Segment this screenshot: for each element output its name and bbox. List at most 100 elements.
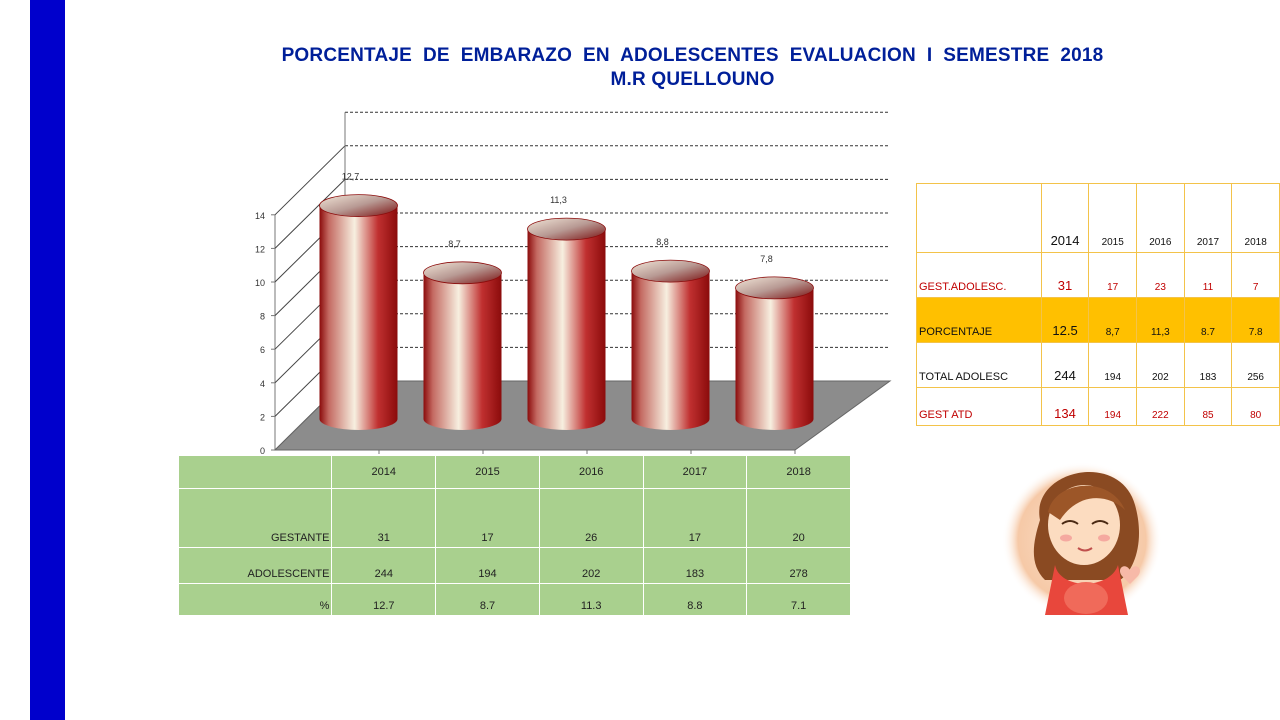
table-cell: 12.5 [1040,297,1090,343]
row-label: PORCENTAJE [916,297,1042,343]
table-cell: 11.3 [538,583,644,616]
y-tick-label: 8 [260,312,265,322]
table-cell: 134 [1040,387,1090,426]
table-cell: 194 [1088,342,1138,388]
right-table-header-row: 2014 2015 2016 2017 2018 [916,183,1280,253]
bottom-header-2017: 2017 [642,455,748,489]
bar-body [423,272,502,430]
table-cell: 183 [1183,342,1233,388]
table-cell: 85 [1183,387,1233,426]
data-label: 7,8 [760,254,773,264]
bottom-table-row-percent: % 12.7 8.7 11.3 8.8 7.1 [177,583,851,616]
right-header-2018: 2018 [1231,183,1280,253]
table-cell: 12.7 [331,583,437,616]
y-tick-label: 6 [260,345,265,355]
chart-bars [319,194,814,430]
row-label: GESTANTE [177,488,333,548]
data-label: 11,3 [550,195,567,205]
table-cell: 183 [642,547,748,584]
right-header-2015: 2015 [1088,183,1138,253]
table-cell: 23 [1136,252,1185,298]
table-cell: 17 [1088,252,1138,298]
table-cell: 256 [1231,342,1280,388]
y-tick-label: 14 [255,211,265,221]
table-cell: 8.7 [435,583,540,616]
table-cell: 222 [1136,387,1185,426]
bar [423,261,502,430]
gridline-diagonal [274,179,346,249]
right-table-row-porcentaje: PORCENTAJE 12.5 8,7 11,3 8.7 7.8 [916,297,1280,343]
bottom-header-2016: 2016 [538,455,644,489]
bar-top [631,259,710,283]
data-label: 8,7 [448,239,461,249]
table-cell: 194 [1088,387,1138,426]
table-cell: 244 [331,547,437,584]
table-cell: 7.8 [1231,297,1280,343]
bar-top [423,261,502,285]
table-cell: 31 [1040,252,1090,298]
y-tick-label: 12 [255,244,265,254]
chart-labels: 0 2 4 6 8 10 12 14 12,7 8,7 11,3 8,8 7,8 [255,172,773,456]
bar-top [319,194,398,217]
table-cell: 8.8 [642,583,748,616]
row-label: GEST.ADOLESC. [916,252,1042,298]
bar-body [631,271,710,430]
bar [631,259,710,430]
bottom-header-2018: 2018 [746,455,851,489]
right-table-row-total-adolesc: TOTAL ADOLESC 244 194 202 183 256 [916,342,1280,388]
bar [319,194,398,430]
bottom-header-2015: 2015 [435,455,540,489]
row-label: GEST ATD [916,387,1042,426]
table-cell: 8.7 [1183,297,1233,343]
table-cell: 11,3 [1136,297,1185,343]
table-cell: 17 [435,488,540,548]
bar-top [527,217,606,241]
table-cell: 7 [1231,252,1280,298]
table-cell: 202 [538,547,644,584]
bottom-table-row-adolescente: ADOLESCENTE 244 194 202 183 278 [177,547,851,584]
table-cell: 8,7 [1088,297,1138,343]
girl-illustration-icon [1002,462,1162,618]
row-label: % [177,583,333,616]
row-label: TOTAL ADOLESC [916,342,1042,388]
slide-title: PORCENTAJE DE EMBARAZO EN ADOLESCENTES E… [150,44,1235,92]
table-cell: 31 [331,488,437,548]
table-cell: 194 [435,547,540,584]
title-line-1: PORCENTAJE DE EMBARAZO EN ADOLESCENTES E… [281,45,1104,66]
right-header-2017: 2017 [1183,183,1233,253]
bar-body [527,229,606,430]
table-cell: 26 [538,488,644,548]
table-cell: 202 [1136,342,1185,388]
bottom-header-empty [177,455,333,489]
bar-top [735,276,814,300]
right-table-row-gest-adolesc: GEST.ADOLESC. 31 17 23 11 7 [916,252,1280,298]
gridline-diagonal [274,145,346,216]
right-header-2016: 2016 [1136,183,1185,253]
right-table-row-gest-atd: GEST ATD 134 194 222 85 80 [916,387,1280,426]
table-cell: 17 [642,488,748,548]
y-tick-label: 4 [260,379,265,389]
table-cell: 11 [1183,252,1233,298]
bottom-table-row-gestante: GESTANTE 31 17 26 17 20 [177,488,851,548]
side-accent-bar [30,0,65,720]
row-label: ADOLESCENTE [177,547,333,584]
y-tick-label: 2 [260,412,265,422]
right-header-2014: 2014 [1040,183,1090,253]
table-cell: 80 [1231,387,1280,426]
y-tick-label: 10 [255,278,265,288]
table-cell: 244 [1040,342,1090,388]
bar [527,217,606,430]
bottom-data-table: 2014 2015 2016 2017 2018 GESTANTE 31 17 … [177,455,851,616]
bottom-header-2014: 2014 [331,455,437,489]
right-summary-table: 2014 2015 2016 2017 2018 GEST.ADOLESC. 3… [916,183,1280,426]
bar-body [735,287,814,430]
bar-body [319,205,398,430]
table-cell: 20 [746,488,851,548]
right-header-empty [916,183,1042,253]
table-cell: 278 [746,547,851,584]
y-tick-label: 0 [260,446,265,456]
table-cell: 7.1 [746,583,851,616]
title-line-2: M.R QUELLOUNO [610,69,775,90]
bottom-table-header-row: 2014 2015 2016 2017 2018 [177,455,851,489]
